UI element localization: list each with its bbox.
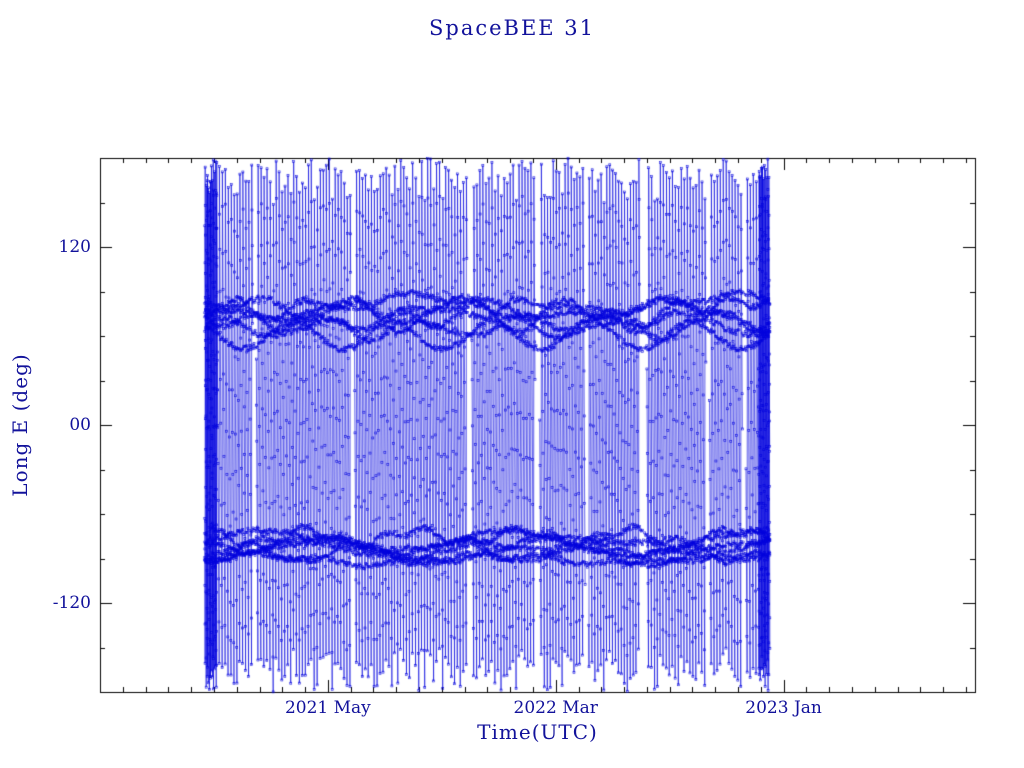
x-axis-title: Time(UTC): [477, 720, 598, 744]
y-axis-title: Long E (deg): [8, 353, 32, 497]
y-tick-label-neg120: -120: [52, 593, 91, 613]
x-tick-label-2023-jan: 2023 Jan: [745, 698, 822, 718]
y-tick-label-00: 00: [69, 415, 91, 435]
x-tick-label-2022-mar: 2022 Mar: [513, 698, 598, 718]
chart-title: SpaceBEE 31: [428, 16, 596, 40]
x-tick-label-2021-may: 2021 May: [284, 698, 371, 718]
y-tick-label-120: 120: [58, 237, 91, 257]
